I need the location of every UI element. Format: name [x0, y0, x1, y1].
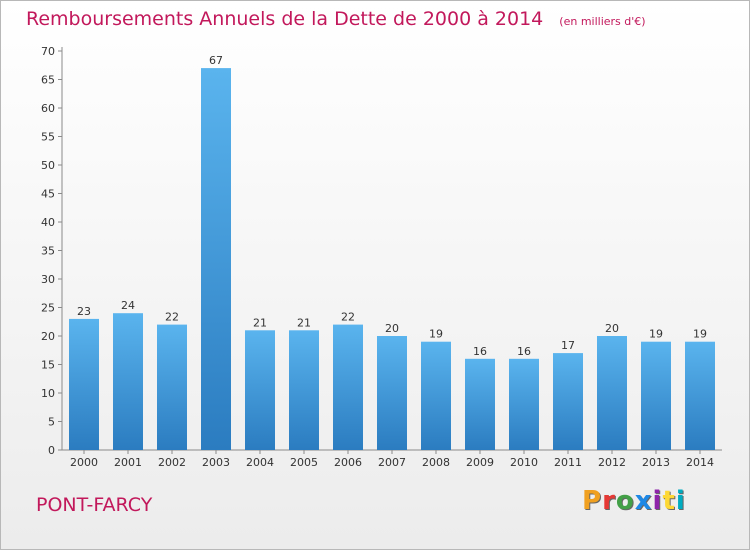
bar — [685, 341, 715, 450]
bar — [245, 330, 275, 450]
y-tick-label: 15 — [41, 359, 55, 372]
commune-name: PONT-FARCY — [36, 494, 153, 516]
bar — [641, 341, 671, 450]
x-tick-label: 2010 — [510, 456, 538, 469]
logo-letter: r — [602, 486, 616, 516]
bar — [597, 336, 627, 450]
x-tick-label: 2007 — [378, 456, 406, 469]
y-tick-label: 25 — [41, 302, 55, 315]
data-label: 19 — [429, 328, 443, 341]
bar — [201, 68, 231, 450]
y-tick-label: 40 — [41, 216, 55, 229]
y-tick-label: 30 — [41, 273, 55, 286]
y-tick-label: 10 — [41, 387, 55, 400]
y-tick-label: 55 — [41, 131, 55, 144]
bar — [289, 330, 319, 450]
chart-title: Remboursements Annuels de la Dette de 20… — [26, 8, 646, 30]
bar — [113, 313, 143, 450]
bar — [333, 324, 363, 450]
logo-letter: o — [615, 486, 635, 516]
y-tick-label: 45 — [41, 188, 55, 201]
data-label: 22 — [341, 311, 355, 324]
x-tick-label: 2001 — [114, 456, 142, 469]
data-label: 21 — [297, 316, 311, 329]
data-label: 16 — [473, 345, 487, 358]
bar — [421, 341, 451, 450]
x-tick-label: 2000 — [70, 456, 98, 469]
bar — [377, 336, 407, 450]
bar — [509, 358, 539, 450]
data-label: 17 — [561, 339, 575, 352]
bar — [157, 324, 187, 450]
x-tick-label: 2012 — [598, 456, 626, 469]
data-label: 24 — [121, 299, 135, 312]
logo-letter: t — [662, 486, 676, 516]
x-tick-label: 2006 — [334, 456, 362, 469]
chart-title-text: Remboursements Annuels de la Dette de 20… — [26, 8, 544, 30]
bar — [465, 358, 495, 450]
y-tick-label: 20 — [41, 330, 55, 343]
y-tick-label: 5 — [48, 416, 55, 429]
bar — [553, 353, 583, 450]
x-tick-label: 2002 — [158, 456, 186, 469]
y-tick-label: 70 — [41, 45, 55, 58]
y-tick-label: 35 — [41, 245, 55, 258]
data-label: 19 — [693, 328, 707, 341]
logo-letter: i — [675, 486, 686, 516]
y-tick-label: 65 — [41, 74, 55, 87]
x-tick-label: 2009 — [466, 456, 494, 469]
data-label: 67 — [209, 54, 223, 67]
data-label: 20 — [605, 322, 619, 335]
y-tick-label: 60 — [41, 102, 55, 115]
x-tick-label: 2005 — [290, 456, 318, 469]
data-label: 21 — [253, 316, 267, 329]
x-tick-label: 2003 — [202, 456, 230, 469]
logo-letter: i — [652, 486, 663, 516]
chart-subtitle: (en milliers d'€) — [559, 15, 646, 28]
x-tick-label: 2013 — [642, 456, 670, 469]
x-tick-label: 2011 — [554, 456, 582, 469]
logo-letter: x — [634, 486, 653, 516]
data-label: 16 — [517, 345, 531, 358]
logo-letter: P — [582, 486, 603, 516]
x-tick-label: 2014 — [686, 456, 714, 469]
data-label: 19 — [649, 328, 663, 341]
data-label: 23 — [77, 305, 91, 318]
y-tick-label: 50 — [41, 159, 55, 172]
y-tick-label: 0 — [48, 444, 55, 457]
bar — [69, 318, 99, 450]
data-label: 22 — [165, 311, 179, 324]
x-tick-label: 2008 — [422, 456, 450, 469]
data-label: 20 — [385, 322, 399, 335]
proxiti-logo: Proxiti — [582, 486, 686, 516]
x-tick-label: 2004 — [246, 456, 274, 469]
